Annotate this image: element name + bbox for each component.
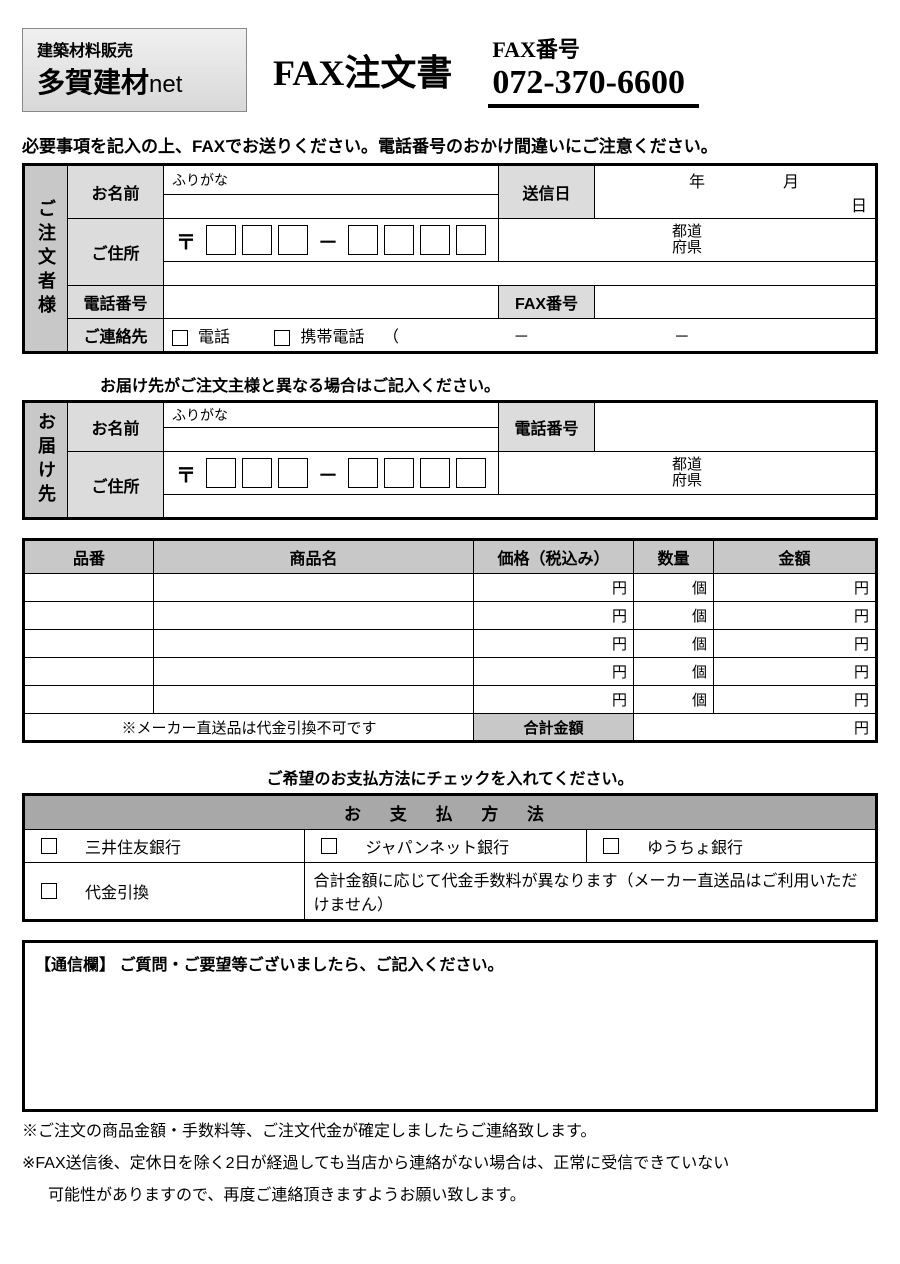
fax-number-block: FAX番号 072-370-6600 (488, 32, 699, 108)
contact-field[interactable]: 電話 携帯電話 （ － － (164, 319, 877, 353)
company-logo: 建築材料販売 多賀建材net (22, 28, 247, 112)
memo-box[interactable]: 【通信欄】 ご質問・ご要望等ございましたら、ご記入ください。 (22, 940, 878, 1112)
total-field[interactable]: 円 (634, 714, 877, 742)
fax-label: FAX番号 (492, 32, 685, 64)
delivery-tel-field[interactable] (595, 402, 877, 452)
col-name: 商品名 (154, 540, 474, 574)
note-line: ※ご注文の商品金額・手数料等、ご注文代金が確定しましたらご連絡致します。 (22, 1120, 878, 1144)
furigana-label: ふりがな (164, 165, 499, 195)
postal-mark-icon: 〒 (176, 226, 196, 255)
payment-caption: ご希望のお支払方法にチェックを入れてください。 (22, 765, 878, 789)
logo-tagline: 建築材料販売 (37, 37, 232, 61)
col-sku: 品番 (24, 540, 154, 574)
tel-label: 電話番号 (68, 286, 164, 319)
items-table: 品番 商品名 価格（税込み） 数量 金額 円個円円個円円個円円個円円個円 ※メー… (22, 538, 878, 743)
checkbox-icon[interactable] (603, 838, 619, 854)
note-line: ※FAX送信後、定休日を除く2日が経過しても当店から連絡がない場合は、正常に受信… (22, 1152, 878, 1176)
logo-name: 多賀建材net (37, 61, 232, 101)
footer-notes: ※ご注文の商品金額・手数料等、ご注文代金が確定しましたらご連絡致します。 ※FA… (22, 1120, 878, 1208)
delivery-furigana-label: ふりがな (164, 402, 499, 428)
postal-mark-icon: 〒 (176, 459, 196, 488)
address-field[interactable] (164, 262, 877, 286)
checkbox-icon[interactable] (172, 330, 188, 346)
orderer-fax-label: FAX番号 (499, 286, 595, 319)
orderer-fax-field[interactable] (595, 286, 877, 319)
item-row[interactable]: 円個円 (24, 574, 877, 602)
pay-option[interactable]: 三井住友銀行 (33, 834, 296, 858)
note-line: 可能性がありますので、再度ご連絡頂きますようお願い致します。 (22, 1184, 878, 1208)
memo-title: 【通信欄】 ご質問・ご要望等ございましたら、ご記入ください。 (35, 951, 865, 975)
item-row[interactable]: 円個円 (24, 658, 877, 686)
delivery-name-label: お名前 (68, 402, 164, 452)
col-qty: 数量 (634, 540, 714, 574)
delivery-table: お届け先 お名前 ふりがな 電話番号 ご住所 〒 － 都道 府県 (22, 400, 878, 520)
tel-field[interactable] (164, 286, 499, 319)
name-label: お名前 (68, 165, 164, 219)
delivery-address-field[interactable] (164, 495, 877, 519)
main-instruction: 必要事項を記入の上、FAXでお送りください。電話番号のおかけ間違いにご注意くださ… (22, 132, 878, 157)
col-price: 価格（税込み） (474, 540, 634, 574)
fax-number: 072-370-6600 (492, 64, 685, 102)
payment-header: お 支 払 方 法 (24, 795, 877, 830)
contact-label: ご連絡先 (68, 319, 164, 353)
item-row[interactable]: 円個円 (24, 686, 877, 714)
checkbox-icon[interactable] (41, 883, 57, 899)
orderer-table: ご注文者様 お名前 ふりがな 送信日 年月日 ご住所 〒 － 都道 府県 電話番… (22, 163, 878, 354)
delivery-instruction: お届け先がご注文主様と異なる場合はご記入ください。 (100, 372, 878, 396)
orderer-section-label: ご注文者様 (24, 165, 68, 353)
payment-note: 合計金額に応じて代金手数料が異なります（メーカー直送品はご利用いただけません） (305, 863, 877, 921)
header: 建築材料販売 多賀建材net FAX注文書 FAX番号 072-370-6600 (22, 28, 878, 112)
item-row[interactable]: 円個円 (24, 630, 877, 658)
delivery-prefecture-field[interactable]: 都道 府県 (499, 452, 877, 495)
delivery-section-label: お届け先 (24, 402, 68, 519)
postal-field[interactable]: 〒 － (164, 219, 499, 262)
total-label: 合計金額 (474, 714, 634, 742)
pay-option[interactable]: 代金引換 (33, 879, 296, 903)
prefecture-field[interactable]: 都道 府県 (499, 219, 877, 262)
send-date-label: 送信日 (499, 165, 595, 219)
pay-option[interactable]: ジャパンネット銀行 (313, 834, 577, 858)
document-title: FAX注文書 (265, 44, 460, 96)
checkbox-icon[interactable] (41, 838, 57, 854)
checkbox-icon[interactable] (321, 838, 337, 854)
delivery-address-label: ご住所 (68, 452, 164, 519)
checkbox-icon[interactable] (274, 330, 290, 346)
payment-table: お 支 払 方 法 三井住友銀行 ジャパンネット銀行 ゆうちょ銀行 代金引換 合… (22, 793, 878, 922)
items-footnote: ※メーカー直送品は代金引換不可です (24, 714, 474, 742)
pay-option[interactable]: ゆうちょ銀行 (595, 834, 867, 858)
item-row[interactable]: 円個円 (24, 602, 877, 630)
address-label: ご住所 (68, 219, 164, 286)
name-field[interactable] (164, 195, 499, 219)
delivery-tel-label: 電話番号 (499, 402, 595, 452)
delivery-postal-field[interactable]: 〒 － (164, 452, 499, 495)
col-amount: 金額 (714, 540, 877, 574)
postal-box[interactable] (206, 225, 236, 255)
delivery-name-field[interactable] (164, 428, 499, 452)
send-date-field[interactable]: 年月日 (595, 165, 877, 219)
